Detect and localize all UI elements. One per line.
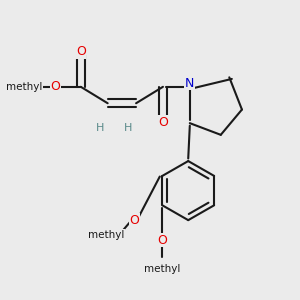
Text: O: O [158,116,168,129]
Text: O: O [51,80,61,93]
Text: methyl: methyl [144,264,181,274]
Text: methyl: methyl [6,82,43,92]
Text: H: H [124,123,132,133]
Text: O: O [130,214,140,226]
Text: O: O [76,45,86,58]
Text: O: O [158,233,167,247]
Text: methyl: methyl [88,230,124,240]
Text: H: H [96,123,104,133]
Text: N: N [185,76,194,89]
